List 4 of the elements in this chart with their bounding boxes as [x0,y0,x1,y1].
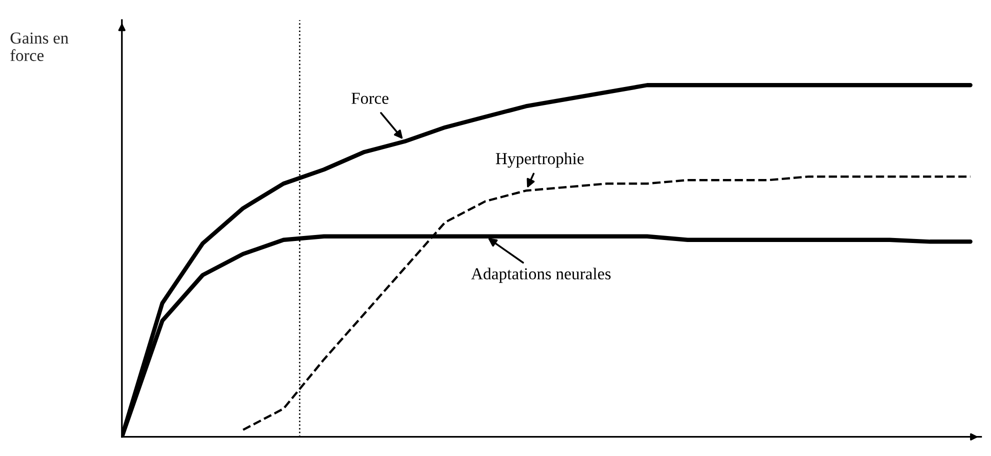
series-label: Hypertrophie [496,152,584,168]
y-axis-title: Gains en force [10,32,68,62]
legend-label: Adaptations neurales [471,268,611,283]
text: Force [352,92,388,104]
